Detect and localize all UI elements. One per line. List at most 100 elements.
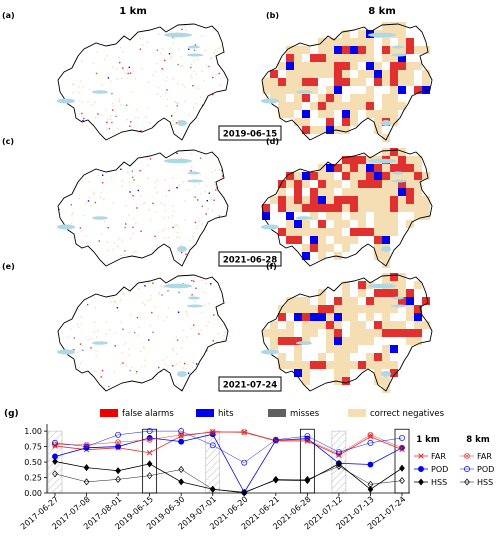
y-tick-label: 1.00 [24,427,42,436]
map-dot [194,196,196,198]
date-label: 2019-06-15 [223,130,277,140]
map-dot [197,58,199,60]
data-point [241,459,248,466]
map-dot [185,310,188,313]
map-dot [94,101,96,104]
map-dot [129,125,131,127]
map-cell [350,156,358,164]
map-cell [326,212,334,220]
map-dot [191,166,193,168]
data-point [367,480,374,488]
legend-label: FAR [477,452,492,461]
map-dot [120,254,122,256]
map-dot [121,180,124,182]
map-dot [176,186,178,189]
map-dot [223,51,225,54]
map-dot [122,328,124,330]
map-dot [185,367,188,370]
map-dot [98,240,101,242]
map-dot [199,96,202,99]
map-dot [181,84,184,86]
map-dot [131,91,134,94]
map-dot [198,220,200,222]
map-cell [302,361,310,369]
map-dot [178,236,181,238]
map-dot [176,152,178,155]
map-cell [286,78,294,86]
map-cell [366,62,374,70]
country-border [261,149,433,267]
map-dot [165,105,168,107]
map-dot [95,116,97,119]
map-cell [350,188,358,196]
map-dot [172,348,174,350]
map-dot [112,102,114,105]
map-dot [70,204,73,206]
data-point [368,432,373,437]
map-cell [382,297,390,305]
map-dot [142,346,145,348]
map-cell [382,260,390,268]
map-cell [302,78,310,86]
map-cell [374,110,382,118]
map-cell [294,305,302,313]
map-cell [358,180,366,188]
map-dot [151,311,153,314]
map-dot [96,51,98,53]
map-dot [217,159,219,161]
map-dot [199,173,201,175]
map-cell [414,188,422,196]
map-dot [171,37,174,40]
map-dot [170,31,172,33]
map-dot [170,115,173,117]
map-cell [286,180,294,188]
map-dot [177,83,179,85]
map-cell [326,313,334,321]
map-dot [131,170,133,173]
map-cell [302,369,310,377]
country-border [57,149,229,267]
map-dot [168,244,170,247]
map-dot [152,202,154,205]
map-dot [127,214,130,216]
map-dot [219,84,222,86]
panel-label-b: (b) [266,11,279,20]
map-dot [112,105,115,107]
data-point [272,475,279,483]
map-cell [382,305,390,313]
map-dot [199,193,202,195]
lake [261,349,279,355]
map-dot [148,339,150,341]
map-panel-8km: (f) [261,262,433,393]
map-cell [350,180,358,188]
legend-label: hits [218,409,234,419]
map-dot [147,177,149,180]
map-cell [358,30,366,38]
map-dot [185,29,187,31]
map-dot [71,222,73,224]
data-point [464,453,470,459]
data-point [464,453,470,459]
map-dot [120,168,122,171]
map-dot [106,55,109,57]
map-dot [78,112,81,115]
legend-swatch [348,409,366,417]
map-dot [125,365,127,367]
map-cell [374,180,382,188]
map-dot [163,286,165,288]
map-cell [278,313,286,321]
map-dot [133,217,135,220]
series-line [54,461,403,493]
map-cell [350,361,358,369]
map-dot [166,368,168,370]
data-point [273,438,278,443]
data-point [367,431,374,438]
map-dot [198,333,200,335]
map-dot [190,74,192,77]
data-point [336,452,342,458]
map-cell [414,204,422,212]
map-dot [149,158,152,160]
map-dot [187,172,189,175]
map-dot [82,349,84,351]
map-cell [398,172,406,180]
